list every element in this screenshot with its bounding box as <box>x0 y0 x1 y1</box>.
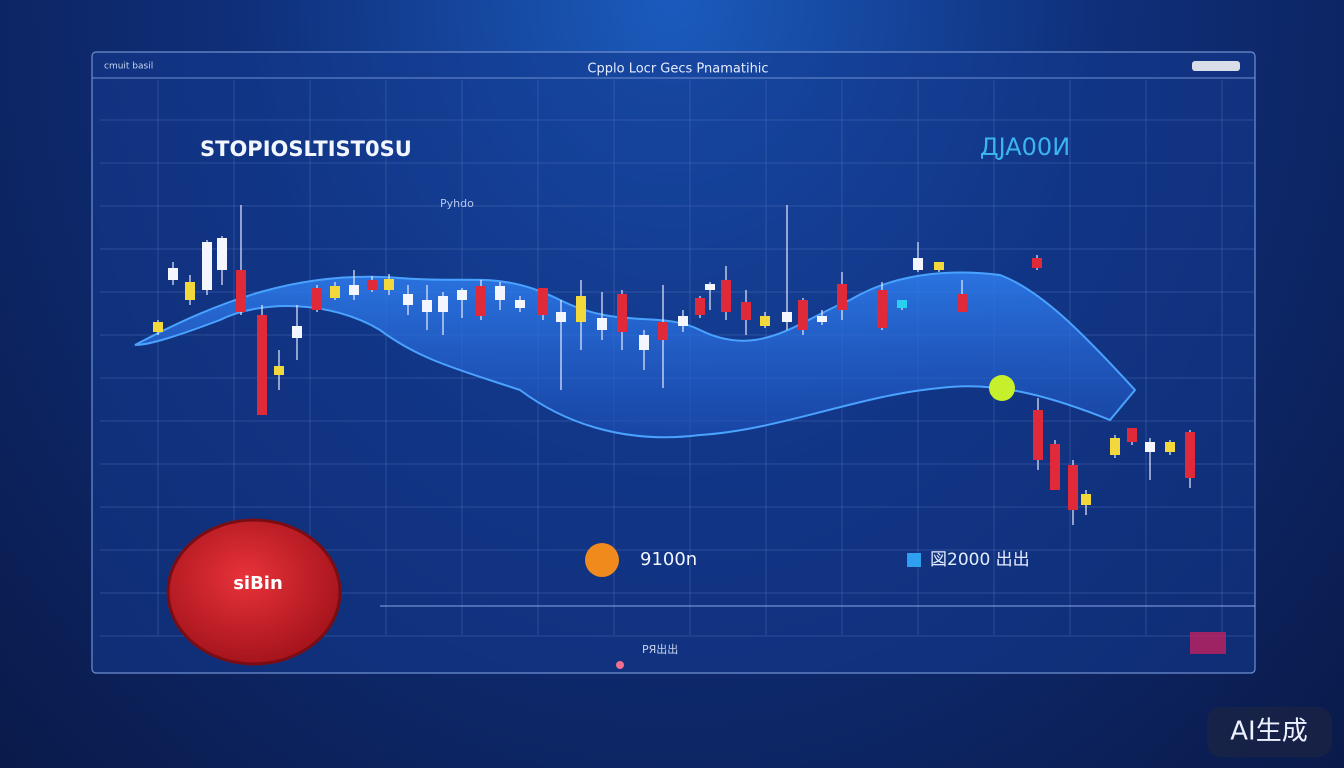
candle-body <box>678 316 688 326</box>
candle-body <box>1110 438 1120 455</box>
candle-body <box>556 312 566 322</box>
candle-body <box>1068 465 1078 510</box>
candle-body <box>617 294 627 332</box>
footer-badge <box>1190 632 1226 654</box>
candle-body <box>1081 494 1091 505</box>
candle-body <box>760 316 770 326</box>
candle-body <box>257 315 267 415</box>
heading: STOPIOSLTIST0SU <box>200 137 412 161</box>
corner-label: cmuit basil <box>104 62 153 72</box>
candle-body <box>639 335 649 350</box>
candle-body <box>705 284 715 290</box>
price: ДJA00И <box>980 133 1070 161</box>
button-label[interactable]: siBin <box>233 573 283 594</box>
candle-body <box>457 290 467 300</box>
candle-body <box>934 262 944 270</box>
candle-body <box>721 280 731 312</box>
candle-body <box>798 300 808 330</box>
candle-body <box>576 296 586 322</box>
highlight-dot[interactable] <box>989 375 1015 401</box>
footer-label: PЯ出出 <box>642 642 678 656</box>
candle-body <box>349 285 359 295</box>
candle-body <box>957 294 967 312</box>
candle-body <box>202 242 212 290</box>
candle-body <box>817 316 827 322</box>
candle-body <box>274 366 284 375</box>
candle-body <box>495 286 505 300</box>
marker-value: 9100n <box>640 549 697 570</box>
candle-body <box>292 326 302 338</box>
candle-body <box>1127 428 1137 442</box>
window-control[interactable] <box>1192 61 1240 71</box>
candle-body <box>403 294 413 305</box>
candle-body <box>384 279 394 290</box>
candle-body <box>837 284 847 310</box>
candle-body <box>897 300 907 308</box>
candle-body <box>1032 258 1042 268</box>
candle-body <box>782 312 792 322</box>
candle-body <box>438 296 448 312</box>
stat-label: 図2000 出出 <box>930 550 1030 570</box>
title: Cpplo Locr Gecs Pnamatihic <box>587 62 768 77</box>
candle-body <box>476 286 486 316</box>
candle-body <box>597 318 607 330</box>
candle-body <box>330 286 340 298</box>
candle-body <box>913 258 923 270</box>
candle-body <box>1050 444 1060 490</box>
candle-body <box>422 300 432 312</box>
candle-body <box>367 280 377 290</box>
candle-body <box>877 290 887 328</box>
candle-body <box>185 282 195 300</box>
candle-body <box>236 270 246 312</box>
stat-icon <box>907 553 921 567</box>
candle-body <box>658 322 668 340</box>
sub-label: Pyhdo <box>440 197 474 210</box>
candle-body <box>1033 410 1043 460</box>
candle-body <box>153 322 163 332</box>
candle-body <box>538 288 548 315</box>
candle-body <box>312 288 322 310</box>
candle-body <box>695 298 705 315</box>
candles <box>153 205 1195 525</box>
action-button[interactable] <box>166 518 342 666</box>
watermark: AI生成 <box>1230 717 1307 747</box>
watermark-box <box>1207 707 1332 757</box>
candle-body <box>1185 432 1195 478</box>
footer-dot <box>616 661 624 669</box>
candle-body <box>1165 442 1175 452</box>
candle-body <box>168 268 178 280</box>
candle-body <box>1145 442 1155 452</box>
candle-body <box>217 238 227 270</box>
marker-icon <box>585 543 619 577</box>
candle-body <box>741 302 751 320</box>
candle-body <box>515 300 525 308</box>
